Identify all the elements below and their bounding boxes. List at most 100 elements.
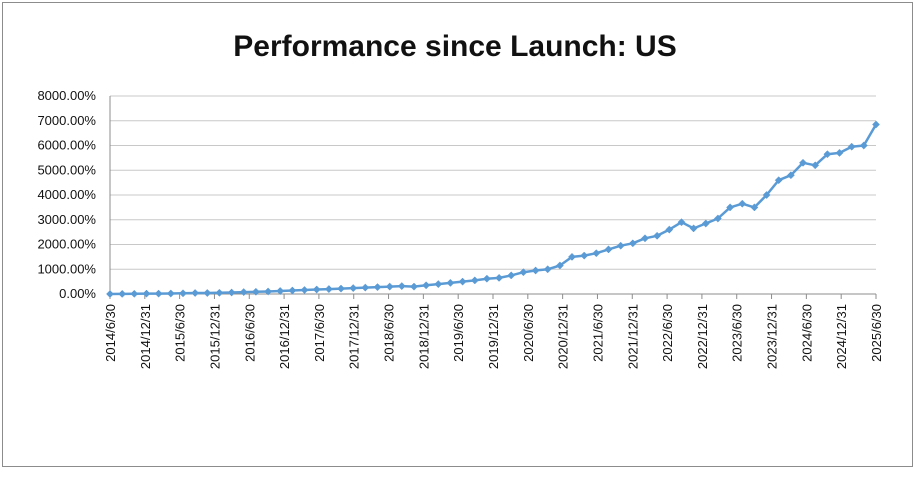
data-point	[835, 148, 844, 157]
data-point	[166, 289, 175, 298]
y-tick-label: 4000.00%	[37, 187, 96, 202]
chart-frame	[2, 2, 913, 467]
y-axis-tick-labels: 0.00% 1000.00% 2000.00% 3000.00% 4000.00% 500…	[37, 88, 96, 301]
y-tick-label: 7000.00%	[37, 113, 96, 128]
data-point	[361, 283, 370, 292]
data-point	[422, 281, 431, 290]
data-point	[373, 283, 382, 292]
x-tick-label: 2025/6/30	[869, 304, 884, 362]
data-point	[118, 289, 127, 298]
data-point	[191, 289, 200, 297]
data-point	[324, 285, 333, 294]
data-point	[543, 265, 552, 274]
x-tick-label: 2023/12/31	[765, 304, 780, 369]
data-point	[519, 268, 528, 277]
data-point	[677, 218, 686, 227]
data-point	[203, 289, 212, 297]
data-point	[823, 150, 832, 159]
data-point	[337, 284, 345, 293]
x-tick-label: 2017/6/30	[312, 304, 327, 362]
data-point	[774, 176, 783, 185]
x-axis-tick-labels: 2014/6/30 2014/12/31 2015/6/30 2015/12/31 20…	[103, 304, 884, 369]
axes	[109, 96, 877, 299]
data-point	[847, 142, 856, 151]
data-point	[300, 286, 309, 294]
data-point	[495, 273, 504, 282]
x-tick-label: 2022/6/30	[660, 304, 675, 362]
data-point	[811, 161, 820, 170]
data-point	[555, 261, 564, 270]
data-point	[616, 241, 625, 250]
x-tick-label: 2016/12/31	[277, 304, 292, 369]
x-tick-label: 2014/6/30	[103, 304, 118, 362]
y-tick-label: 8000.00%	[37, 88, 96, 103]
data-point	[410, 282, 418, 291]
data-point	[872, 120, 880, 129]
data-point	[385, 282, 394, 291]
data-point	[349, 284, 358, 293]
data-point	[726, 203, 735, 212]
data-point	[239, 288, 248, 297]
data-point	[738, 199, 747, 208]
x-tick-label: 2016/6/30	[242, 304, 257, 362]
data-point	[227, 288, 236, 297]
x-tick-label: 2014/12/31	[138, 304, 153, 369]
grid-lines	[110, 95, 876, 270]
data-point	[397, 282, 406, 291]
data-point	[470, 276, 479, 285]
data-point	[312, 285, 321, 294]
data-point	[701, 219, 710, 228]
x-tick-label: 2023/6/30	[730, 304, 745, 362]
x-tick-label: 2020/6/30	[521, 304, 536, 362]
chart-title: Performance since Launch: US	[233, 30, 676, 63]
data-point	[653, 231, 662, 240]
y-tick-label: 5000.00%	[37, 162, 96, 177]
series-line	[109, 123, 878, 296]
data-point	[434, 280, 443, 289]
data-point	[859, 141, 868, 150]
data-point	[750, 203, 759, 212]
y-tick-label: 6000.00%	[37, 138, 96, 153]
x-tick-label: 2018/6/30	[382, 304, 397, 362]
x-tick-label: 2021/6/30	[590, 304, 605, 362]
data-point	[458, 277, 467, 286]
data-point	[507, 271, 516, 280]
data-point	[251, 287, 260, 296]
x-tick-label: 2020/12/31	[556, 304, 571, 369]
x-tick-label: 2017/12/31	[347, 304, 362, 369]
data-point	[592, 249, 601, 258]
x-tick-label: 2018/12/31	[416, 304, 431, 369]
data-point	[580, 251, 589, 260]
y-tick-label: 0.00%	[59, 286, 96, 301]
data-point	[604, 245, 613, 254]
y-tick-label: 1000.00%	[37, 261, 96, 276]
data-point	[531, 266, 540, 275]
x-tick-label: 2021/12/31	[625, 304, 640, 369]
data-series	[106, 120, 880, 298]
data-point	[689, 224, 698, 233]
x-tick-label: 2019/12/31	[486, 304, 501, 369]
data-point	[786, 171, 795, 180]
x-tick-label: 2022/12/31	[695, 304, 710, 369]
data-point	[142, 289, 151, 298]
y-tick-label: 3000.00%	[37, 212, 96, 227]
data-point	[628, 239, 637, 248]
data-point	[568, 252, 576, 261]
data-point	[762, 191, 771, 199]
data-point	[288, 286, 297, 295]
data-point	[665, 225, 674, 234]
data-point	[641, 234, 649, 243]
data-point	[446, 278, 455, 287]
x-tick-label: 2015/12/31	[207, 304, 222, 369]
data-point	[154, 289, 163, 298]
data-point	[264, 287, 273, 296]
x-tick-label: 2015/6/30	[173, 304, 188, 362]
data-point	[799, 158, 807, 167]
x-tick-label: 2024/6/30	[799, 304, 814, 362]
data-point	[215, 288, 224, 297]
data-point	[713, 214, 722, 223]
data-point	[130, 289, 139, 298]
data-point	[482, 274, 491, 283]
x-tick-label: 2019/6/30	[451, 304, 466, 362]
